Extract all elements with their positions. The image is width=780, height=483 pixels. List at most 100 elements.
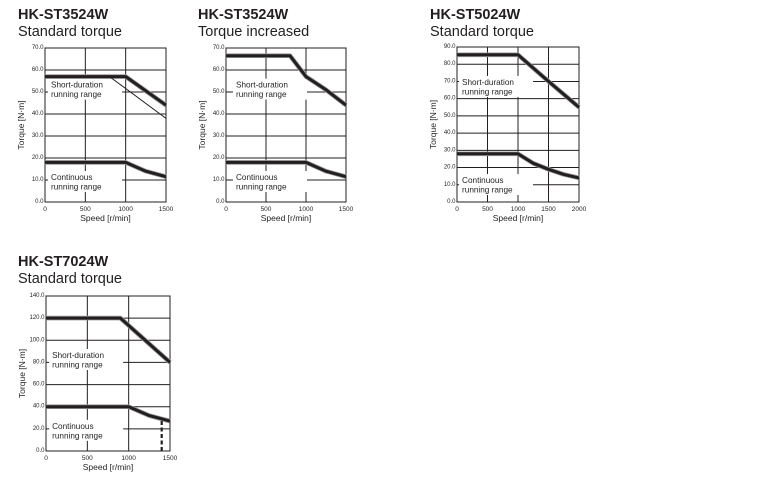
torque-speed-plot: 0 500 1000 1500 0.0 20.0 40.0 60.0 80.0 100.0 120.… [17,293,178,472]
y-tick-label: 0.0 [216,199,225,205]
y-tick-label: 50.0 [444,113,456,119]
chart-title: HK-ST3524W [198,7,289,23]
annotation-line: Continuous [52,422,93,431]
y-tick-label: 40.0 [33,404,45,410]
y-tick-label: 60.0 [444,96,456,102]
x-tick-label: 1500 [339,206,354,213]
y-tick-label: 40.0 [32,111,44,117]
chart-title: HK-ST5024W [430,7,521,23]
y-tick-label: 80.0 [33,359,45,365]
y-tick-label: 140.0 [29,293,45,299]
series-halo [46,404,171,424]
x-tick-label: 0 [43,206,47,213]
x-axis-label: Speed [r/min] [83,462,134,472]
x-tick-label: 0 [455,206,459,213]
annotation-line: running range [462,186,513,195]
y-tick-label: 20.0 [213,155,225,161]
y-tick-label: 30.0 [32,133,44,139]
torque-speed-plot: 0 500 1000 1500 0.0 10.0 20.0 30.0 40.0 50.0 60.0 7… [197,45,354,223]
x-axis-label: Speed [r/min] [493,213,544,223]
x-tick-label: 500 [82,455,93,462]
chart-subtitle: Standard torque [430,24,534,40]
y-tick-label: 20.0 [444,165,456,171]
y-axis-label: Torque [N·m] [16,100,26,149]
y-tick-label: 50.0 [213,89,225,95]
y-tick-label: 30.0 [213,133,225,139]
x-tick-label: 1000 [511,206,526,213]
annotation-line: running range [52,361,103,370]
x-tick-label: 2000 [572,206,587,213]
chart-hk-st7024w-standard: HK-ST7024W Standard torque 0 500 1000 1500 0… [17,254,188,479]
chart-title: HK-ST3524W [18,7,109,23]
series-line-thin [109,76,167,119]
series-line [457,53,580,109]
chart-hk-st3524w-increased: HK-ST3524W Torque increased 0 500 1000 1500… [197,7,368,232]
y-tick-label: 40.0 [213,111,225,117]
annotation-line: Short-duration [51,81,103,90]
annotation-line: Short-duration [236,81,288,90]
annotation-line: running range [236,90,287,99]
torque-speed-plot: 0 500 1000 1500 0.0 10.0 20.0 30.0 40.0 50.0 60.0 7… [16,45,174,223]
y-tick-label: 70.0 [213,45,225,51]
annotation-line: running range [51,183,102,192]
y-tick-label: 60.0 [33,382,45,388]
y-tick-label: 120.0 [29,315,45,321]
plot-frame [45,295,171,452]
series-line [226,54,347,107]
y-tick-label: 0.0 [447,199,456,205]
annotation-line: Continuous [51,173,92,182]
annotation-line: running range [236,183,287,192]
annotation-line: Continuous [236,173,277,182]
x-tick-label: 0 [44,455,48,462]
y-tick-label: 80.0 [444,61,456,67]
y-axis-label: Torque [N·m] [197,100,207,149]
annotation-line: Continuous [462,176,503,185]
chart-title: HK-ST7024W [18,254,109,270]
x-tick-label: 1500 [541,206,556,213]
series-line [46,405,171,423]
x-axis-label: Speed [r/min] [80,213,131,223]
annotation-line: running range [52,431,103,440]
chart-hk-st3524w-standard: HK-ST3524W Standard torque 0 500 1000 1500 0… [16,7,188,232]
x-tick-label: 1500 [159,206,174,213]
y-tick-label: 0.0 [36,448,45,454]
x-tick-label: 1000 [299,206,314,213]
series-line [46,316,171,364]
y-tick-label: 50.0 [32,89,44,95]
y-tick-label: 30.0 [444,147,456,153]
y-tick-label: 0.0 [35,199,44,205]
y-tick-label: 70.0 [444,78,456,84]
torque-speed-plot: 0 500 1000 1500 2000 0.0 10.0 20.0 30.0 40.0 50.0 6… [428,44,587,223]
chart-hk-st5024w-standard: HK-ST5024W Standard torque 0 500 1000 1500 2… [428,7,600,232]
x-tick-label: 1000 [121,455,136,462]
y-tick-label: 70.0 [32,45,44,51]
y-axis-label: Torque [N·m] [17,349,27,398]
annotation-line: running range [462,87,513,96]
series-line [457,152,580,180]
chart-subtitle: Standard torque [18,271,122,287]
plot-frame [44,47,167,203]
series-line [45,160,167,179]
x-axis-label: Speed [r/min] [261,213,312,223]
plot-frame [456,46,580,203]
annotation-line: Short-duration [52,351,104,360]
y-tick-label: 60.0 [213,67,225,73]
y-tick-label: 10.0 [32,177,44,183]
y-tick-label: 20.0 [33,426,45,432]
chart-subtitle: Torque increased [198,24,310,40]
series-line [226,160,347,179]
y-tick-label: 10.0 [444,182,456,188]
x-tick-label: 500 [80,206,91,213]
y-tick-label: 90.0 [444,44,456,50]
series-line [45,75,167,107]
x-tick-label: 500 [261,206,272,213]
chart-subtitle: Standard torque [18,24,122,40]
x-tick-label: 0 [224,206,228,213]
y-axis-label: Torque [N·m] [428,100,438,149]
